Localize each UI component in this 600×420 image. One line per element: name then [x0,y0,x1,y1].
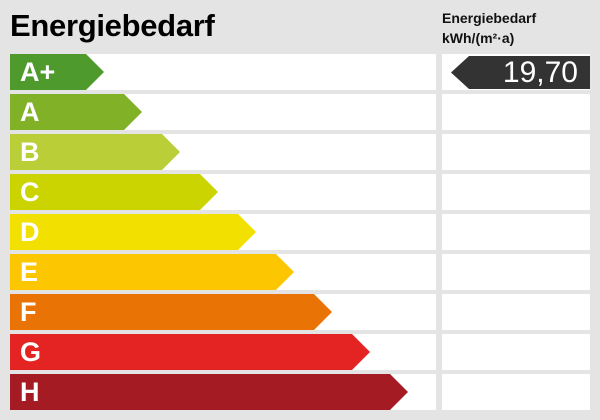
energy-class-row: E [10,254,590,290]
energy-class-label: G [20,337,42,367]
energy-class-bar: F [10,294,332,330]
value-cell [442,214,590,250]
scale-panel: H [10,374,436,410]
value-cell [442,294,590,330]
energy-class-bar: D [10,214,256,250]
scale-panel: E [10,254,436,290]
scale-panel: B [10,134,436,170]
energy-class-row: A+ 19,70 [10,54,590,90]
energy-class-label: C [20,177,40,207]
value-cell [442,174,590,210]
energy-value-badge: 19,70 [451,56,590,89]
page-title: Energiebedarf [10,8,215,43]
energy-class-bar: G [10,334,370,370]
energy-class-label: A [20,97,40,127]
scale-panel: C [10,174,436,210]
energy-class-row: C [10,174,590,210]
energy-class-label: F [20,297,37,327]
energy-class-row: G [10,334,590,370]
energy-class-bar: B [10,134,180,170]
scale-panel: A+ [10,54,436,90]
energy-class-bar: A+ [10,54,104,90]
value-cell [442,94,590,130]
energy-class-bar: C [10,174,218,210]
scale-panel: F [10,294,436,330]
energy-class-row: A [10,94,590,130]
energy-class-row: H [10,374,590,410]
unit-header-line1: Energiebedarf [442,10,537,26]
energy-class-bar: H [10,374,408,410]
unit-header-line2: kWh/(m²·a) [442,30,515,46]
energy-class-row: F [10,294,590,330]
energy-class-bar: E [10,254,294,290]
scale-panel: A [10,94,436,130]
energy-class-label: B [20,137,40,167]
energy-value: 19,70 [502,56,578,89]
energy-class-row: B [10,134,590,170]
unit-header: Energiebedarf kWh/(m²·a) [442,8,536,48]
value-cell [442,334,590,370]
energy-class-label: E [20,257,39,287]
energy-class-bar: A [10,94,142,130]
energy-class-label: A+ [20,57,56,87]
value-cell [442,254,590,290]
value-cell [442,134,590,170]
energy-class-label: D [20,217,40,247]
scale-panel: D [10,214,436,250]
energy-class-label: H [20,377,40,407]
scale-panel: G [10,334,436,370]
value-cell [442,374,590,410]
energy-class-row: D [10,214,590,250]
